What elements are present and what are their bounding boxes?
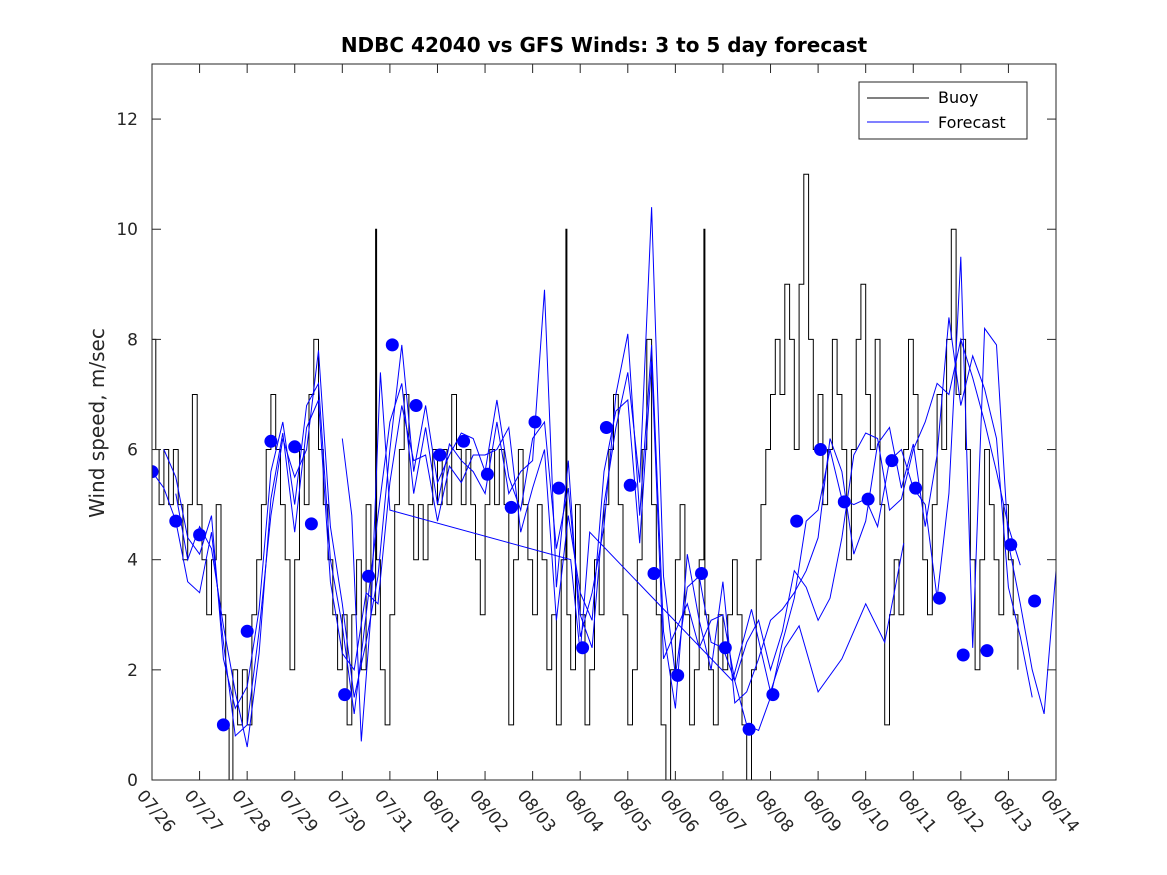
forecast-point-15 (480, 467, 494, 481)
forecast-point-27 (766, 688, 780, 702)
forecast-point-8 (304, 517, 318, 531)
x-tick-label-10: 08/05 (608, 786, 655, 836)
y-tick-label-10: 10 (116, 220, 138, 240)
x-tick-label-7: 08/02 (465, 786, 512, 836)
forecast-point-18 (552, 481, 566, 495)
forecast-point-16 (504, 500, 518, 514)
plot-area (152, 173, 1056, 780)
forecast-point-36 (980, 644, 994, 658)
chart-title: NDBC 42040 vs GFS Winds: 3 to 5 day fore… (341, 33, 868, 57)
y-axis-label: Wind speed, m/sec (85, 328, 109, 518)
y-tick-label-2: 2 (127, 661, 138, 681)
legend-entry-forecast: Forecast (938, 113, 1006, 132)
x-tick-label-16: 08/11 (893, 786, 940, 836)
x-tick-label-2: 07/28 (227, 786, 274, 836)
forecast-point-38 (1028, 594, 1042, 608)
forecast-point-4 (216, 718, 230, 732)
forecast-point-2 (169, 514, 183, 528)
forecast-point-1 (152, 465, 159, 479)
forecast-point-20 (599, 421, 613, 434)
x-tick-label-14: 08/09 (798, 786, 845, 836)
forecast-point-28 (790, 514, 804, 528)
forecast-series-line-4 (341, 372, 905, 742)
forecast-point-29 (814, 443, 827, 456)
forecast-point-22 (647, 567, 661, 580)
y-tick-label-12: 12 (116, 110, 138, 130)
legend-box (858, 81, 1028, 140)
forecast-point-17 (528, 415, 542, 429)
forecast-point-37 (1004, 538, 1018, 552)
x-tick-label-0: 07/26 (132, 786, 179, 836)
y-tick-label-4: 4 (127, 551, 138, 571)
forecast-point-3 (193, 528, 207, 542)
x-tick-label-3: 07/29 (275, 786, 322, 836)
buoy-series-line (152, 173, 1019, 780)
forecast-point-32 (885, 454, 899, 468)
forecast-point-11 (385, 338, 399, 352)
forecast-point-25 (718, 641, 732, 655)
forecast-point-9 (338, 688, 352, 702)
x-tick-label-4: 07/30 (322, 786, 369, 836)
forecast-point-13 (433, 448, 447, 462)
forecast-point-6 (264, 434, 278, 448)
plot-marks (152, 173, 1056, 780)
y-tick-label-6: 6 (127, 441, 138, 461)
y-tick-label-8: 8 (127, 330, 138, 350)
forecast-point-31 (861, 492, 875, 506)
forecast-point-7 (288, 440, 302, 454)
x-tick-label-13: 08/08 (751, 786, 798, 836)
x-tick-label-15: 08/10 (846, 786, 893, 836)
x-tick-label-18: 08/13 (989, 786, 1036, 836)
forecast-point-35 (956, 648, 970, 662)
forecast-point-14 (457, 434, 471, 448)
x-tick-label-8: 08/03 (513, 786, 560, 836)
x-tick-label-19: 08/14 (1036, 786, 1083, 836)
forecast-point-33 (909, 481, 923, 495)
legend: Buoy Forecast (858, 81, 1028, 140)
forecast-point-26 (742, 722, 756, 736)
forecast-point-23 (671, 668, 685, 682)
forecast-point-30 (837, 495, 851, 509)
x-tick-label-1: 07/27 (180, 786, 227, 836)
x-tick-label-11: 08/06 (656, 786, 703, 836)
x-tick-label-5: 07/31 (370, 786, 417, 836)
x-tick-label-12: 08/07 (703, 786, 750, 836)
x-tick-label-9: 08/04 (560, 786, 607, 836)
forecast-point-34 (932, 591, 946, 605)
forecast-point-21 (623, 478, 637, 492)
axes-box (151, 63, 1057, 781)
legend-entry-buoy: Buoy (938, 88, 978, 107)
forecast-point-10 (362, 569, 375, 583)
x-tick-label-17: 08/12 (941, 786, 988, 836)
forecast-series-line-2 (163, 289, 1033, 714)
y-tick-label-0: 0 (127, 771, 138, 791)
forecast-point-5 (240, 624, 254, 638)
forecast-point-24 (695, 567, 708, 580)
forecast-point-19 (576, 641, 590, 655)
forecast-series-line-3 (175, 337, 1021, 748)
x-tick-label-6: 08/01 (418, 786, 465, 836)
forecast-point-12 (409, 399, 423, 412)
